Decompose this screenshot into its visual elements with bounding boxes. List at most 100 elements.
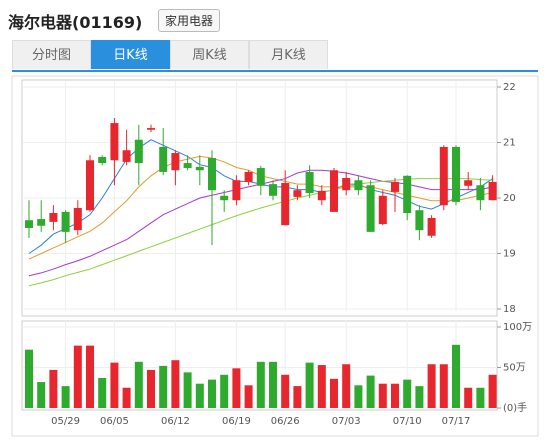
x-tick-label: 06/05 xyxy=(100,416,129,427)
volume-bar xyxy=(317,365,326,408)
x-tick-label: 06/26 xyxy=(271,416,300,427)
candle-body xyxy=(86,160,94,211)
volume-bar xyxy=(122,387,131,408)
stock-title: 海尔电器(01169) xyxy=(8,13,143,32)
volume-bar xyxy=(61,386,70,408)
candle-body xyxy=(49,212,58,222)
candle-body xyxy=(293,190,302,197)
volume-bar xyxy=(86,345,94,408)
volume-bar xyxy=(232,368,241,408)
candle-body xyxy=(305,171,314,194)
candle-body xyxy=(476,185,485,201)
y-tick-label: 18 xyxy=(503,304,516,315)
candle-body xyxy=(488,181,497,201)
candle-body xyxy=(391,181,399,192)
y-tick-label: 100万 xyxy=(503,322,532,333)
volume-bar xyxy=(403,379,412,408)
volume-bar xyxy=(269,361,277,408)
volume-bar xyxy=(244,385,253,408)
x-tick-label: 06/12 xyxy=(161,416,190,427)
volume-bar xyxy=(110,362,119,408)
chart-frame xyxy=(11,75,539,437)
y-tick-label: 50万 xyxy=(503,363,526,374)
candle-body xyxy=(25,220,33,228)
moving-average-line xyxy=(28,178,493,287)
y-tick-label: 19 xyxy=(503,249,516,260)
x-tick-label: 07/10 xyxy=(393,416,422,427)
volume-bar xyxy=(183,372,192,408)
y-tick-label: 20 xyxy=(503,193,516,204)
volume-bar xyxy=(366,375,375,408)
volume-bar xyxy=(488,374,497,408)
volume-bar xyxy=(256,361,265,408)
industry-tag[interactable]: 家用电器 xyxy=(158,9,221,32)
candle-body xyxy=(98,156,107,164)
volume-bar xyxy=(195,383,204,408)
volume-pane xyxy=(21,320,498,411)
tab-bar: 分时图 日K线 周K线 月K线 xyxy=(12,40,538,72)
candle-body xyxy=(403,175,412,213)
volume-bar xyxy=(305,362,314,408)
volume-bar xyxy=(464,387,473,408)
candle-body xyxy=(134,139,143,164)
volume-bar xyxy=(25,349,33,408)
volume-bar xyxy=(476,387,485,408)
candle-body xyxy=(110,123,119,161)
tab[interactable]: 月K线 xyxy=(249,40,328,69)
volume-bar xyxy=(293,386,302,408)
volume-bar xyxy=(98,378,107,408)
candle-body xyxy=(452,146,460,202)
candle-body xyxy=(366,185,375,232)
candle-body xyxy=(122,150,131,162)
candle-body xyxy=(159,146,168,172)
volume-bar xyxy=(37,382,46,408)
candle-body xyxy=(342,178,351,191)
candle-body xyxy=(171,153,180,171)
candle-body xyxy=(415,210,424,231)
moving-average-line xyxy=(28,139,493,254)
candle-body xyxy=(464,180,473,186)
tab[interactable]: 分时图 xyxy=(12,40,91,69)
volume-bar xyxy=(49,369,58,408)
volume-bar xyxy=(415,386,424,408)
volume-bar xyxy=(134,361,143,408)
candle-body xyxy=(37,219,46,226)
candle-body xyxy=(61,211,70,232)
volume-bar xyxy=(378,383,387,408)
candle-body xyxy=(147,128,155,130)
candle-body xyxy=(232,180,241,201)
tab[interactable]: 日K线 xyxy=(91,40,170,69)
candle-body xyxy=(439,146,448,206)
candle-body xyxy=(317,190,326,201)
x-tick-label: 07/03 xyxy=(332,416,361,427)
candle-body xyxy=(208,158,216,191)
candle-body xyxy=(269,184,277,196)
volume-bar xyxy=(330,378,338,408)
volume-bar xyxy=(208,379,216,408)
volume-bar xyxy=(220,374,229,408)
volume-bar xyxy=(73,345,82,408)
volume-bar xyxy=(391,383,399,408)
y-tick-label: 22 xyxy=(503,82,516,93)
candle-body xyxy=(354,180,363,191)
candle-body xyxy=(330,170,338,212)
tab[interactable]: 周K线 xyxy=(170,40,249,69)
x-tick-label: 06/19 xyxy=(222,416,251,427)
volume-bar xyxy=(354,385,363,408)
volume-bar xyxy=(147,369,155,408)
candle-body xyxy=(195,166,204,171)
candle-body xyxy=(281,183,290,226)
candle-body xyxy=(220,195,229,201)
volume-bar xyxy=(452,344,460,408)
volume-bar xyxy=(159,365,168,408)
x-tick-label: 05/29 xyxy=(51,416,80,427)
x-tick-label: 07/17 xyxy=(442,416,471,427)
volume-bar xyxy=(281,374,290,408)
y-tick-label: 21 xyxy=(503,138,516,149)
volume-bar xyxy=(342,364,351,408)
candle-body xyxy=(73,207,82,231)
candle-body xyxy=(378,195,387,225)
volume-bar xyxy=(171,360,180,408)
